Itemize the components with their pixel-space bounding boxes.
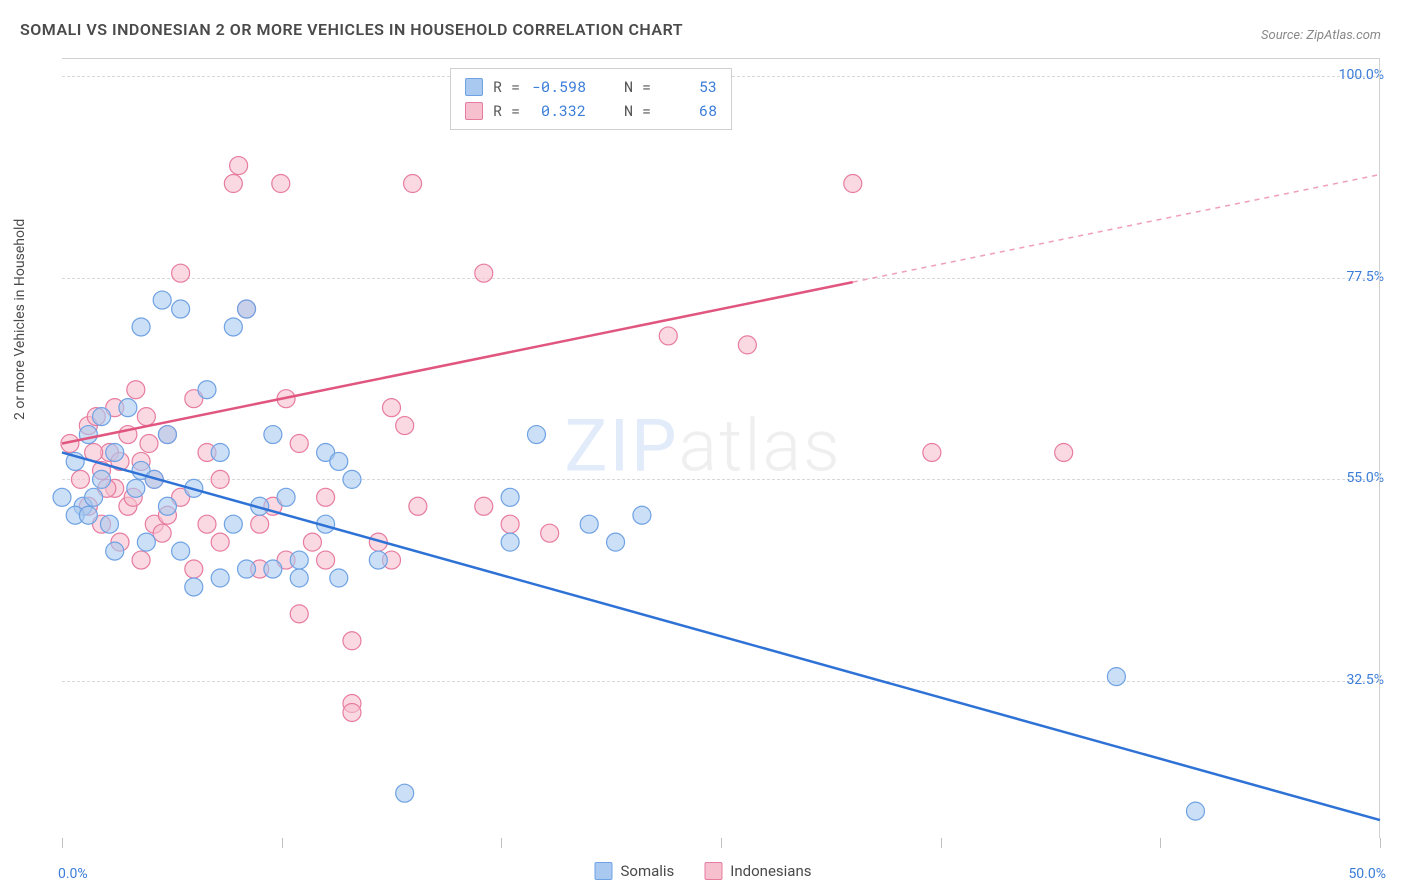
chart-title: SOMALI VS INDONESIAN 2 OR MORE VEHICLES … (20, 20, 683, 39)
swatch-somalis-icon (465, 78, 483, 96)
stats-row-somalis: R = -0.598 N = 53 (465, 75, 717, 99)
legend-item-somalis: Somalis (594, 862, 674, 880)
r-label: R = (493, 75, 520, 99)
n-label: N = (624, 75, 651, 99)
bottom-legend: Somalis Indonesians (594, 862, 811, 880)
swatch-indonesians-icon (704, 862, 722, 880)
x-label-left: 0.0% (58, 866, 88, 882)
legend-item-indonesians: Indonesians (704, 862, 811, 880)
stats-legend: R = -0.598 N = 53 R = 0.332 N = 68 (450, 68, 732, 130)
scatter-chart (62, 58, 1380, 838)
r-label: R = (493, 99, 520, 123)
n-value-somalis: 53 (661, 75, 717, 99)
legend-label-somalis: Somalis (620, 862, 674, 880)
n-label: N = (624, 99, 651, 123)
x-label-right: 50.0% (1348, 866, 1386, 882)
stats-row-indonesians: R = 0.332 N = 68 (465, 99, 717, 123)
swatch-indonesians-icon (465, 102, 483, 120)
r-value-somalis: -0.598 (530, 75, 586, 99)
r-value-indonesians: 0.332 (530, 99, 586, 123)
legend-label-indonesians: Indonesians (730, 862, 811, 880)
source-attribution: Source: ZipAtlas.com (1261, 28, 1381, 43)
y-axis-label: 2 or more Vehicles in Household (12, 219, 28, 420)
swatch-somalis-icon (594, 862, 612, 880)
n-value-indonesians: 68 (661, 99, 717, 123)
